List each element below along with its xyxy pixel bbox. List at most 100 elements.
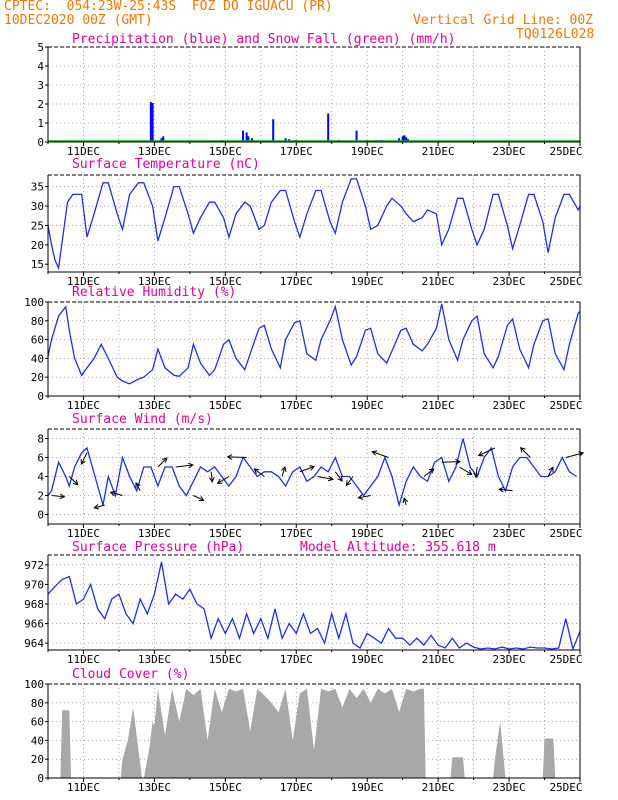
- x-tick-label: 11DEC: [67, 145, 100, 158]
- x-tick-label: 19DEC: [351, 275, 384, 288]
- y-tick-label: 2: [37, 98, 44, 111]
- x-tick-label: 25DEC: [549, 527, 582, 540]
- x-tick-label: 21DEC: [422, 145, 455, 158]
- x-tick-label: 13DEC: [138, 399, 171, 412]
- precip-bar: [242, 130, 245, 142]
- precip-bar: [398, 138, 401, 142]
- y-tick-label: 100: [24, 678, 44, 691]
- x-tick-label: 21DEC: [422, 653, 455, 666]
- y-tick-label: 30: [31, 200, 44, 213]
- y-tick-label: 20: [31, 371, 44, 384]
- x-tick-label: 11DEC: [67, 653, 100, 666]
- wind-arrow: [254, 468, 265, 477]
- wind-arrow: [346, 476, 354, 486]
- precip-bar: [403, 135, 406, 142]
- precip-bar: [355, 130, 358, 142]
- wind-arrow: [135, 482, 141, 491]
- x-tick-label: 23DEC: [493, 399, 526, 412]
- x-tick-label: 25DEC: [549, 653, 582, 666]
- station-header: CPTEC: 054:23W-25:43S FOZ DO IGUACU (PR): [4, 0, 333, 14]
- x-tick-label: 11DEC: [67, 781, 100, 794]
- wind-arrow: [459, 466, 473, 475]
- model-code: TQ0126L028: [516, 27, 595, 42]
- x-tick-label: 11DEC: [67, 399, 100, 412]
- wind-arrow-head: [72, 479, 79, 486]
- wind-arrow-head: [198, 495, 205, 502]
- x-tick-label: 11DEC: [67, 527, 100, 540]
- wind-arrow: [547, 467, 554, 477]
- wind-arrow-head: [188, 462, 194, 469]
- wind-arrow: [157, 457, 168, 468]
- wind-arrow: [227, 456, 247, 458]
- wind-arrow-head: [309, 465, 316, 471]
- y-tick-label: 0: [37, 509, 44, 522]
- x-tick-label: 17DEC: [280, 527, 313, 540]
- y-tick-label: 25: [31, 219, 44, 232]
- y-tick-label: 970: [24, 578, 44, 591]
- precip-bar: [151, 103, 154, 142]
- y-tick-label: 966: [24, 618, 44, 631]
- wind-arrow-head: [59, 493, 66, 500]
- x-tick-label: 13DEC: [138, 275, 171, 288]
- x-tick-label: 23DEC: [493, 781, 526, 794]
- wind-arrow-head: [93, 504, 100, 510]
- x-tick-label: 11DEC: [67, 275, 100, 288]
- y-tick-label: 6: [37, 452, 44, 465]
- x-tick-label: 17DEC: [280, 781, 313, 794]
- x-tick-label: 19DEC: [351, 653, 384, 666]
- precip-bar: [284, 138, 287, 142]
- x-tick-label: 25DEC: [549, 145, 582, 158]
- frame: [47, 175, 581, 273]
- series-line: [47, 178, 581, 271]
- y-tick-label: 5: [37, 41, 44, 54]
- x-tick-label: 15DEC: [209, 145, 242, 158]
- y-tick-label: 2: [37, 490, 44, 503]
- precip-bar: [245, 132, 248, 142]
- x-tick-label: 15DEC: [209, 399, 242, 412]
- x-tick-label: 15DEC: [209, 781, 242, 794]
- wind-arrow-head: [135, 481, 141, 488]
- precip-bar: [149, 102, 152, 142]
- precip-bar: [247, 136, 250, 142]
- precip-bar: [405, 137, 408, 142]
- y-tick-label: 968: [24, 598, 44, 611]
- wind-arrow-head: [428, 468, 435, 474]
- y-tick-label: 3: [37, 79, 44, 92]
- y-tick-label: 0: [37, 136, 44, 149]
- wind-arrow-head: [337, 475, 343, 482]
- wind-arrow-head: [519, 446, 526, 453]
- wind-arrow-head: [327, 475, 334, 482]
- x-tick-label: 25DEC: [549, 399, 582, 412]
- y-tick-label: 0: [37, 390, 44, 403]
- wind-arrow-head: [109, 490, 116, 497]
- wind-arrow: [441, 461, 460, 463]
- wind-arrow-head: [473, 472, 480, 479]
- y-tick-label: 4: [37, 471, 44, 484]
- frame: [47, 684, 581, 779]
- precip-bar: [327, 113, 330, 142]
- wind-arrow: [175, 464, 193, 468]
- x-tick-label: 17DEC: [280, 399, 313, 412]
- y-tick-label: 20: [31, 239, 44, 252]
- wind-arrow-head: [477, 451, 484, 457]
- y-tick-label: 80: [31, 315, 44, 328]
- y-tick-label: 0: [37, 772, 44, 785]
- y-tick-label: 60: [31, 716, 44, 729]
- x-tick-label: 23DEC: [493, 653, 526, 666]
- series-line: [47, 561, 581, 652]
- wind-arrow-head: [498, 486, 504, 493]
- series-line: [47, 303, 581, 385]
- frame: [47, 47, 581, 143]
- frame: [47, 302, 581, 397]
- wind-arrow-head: [357, 494, 364, 500]
- y-tick-label: 8: [37, 433, 44, 446]
- x-tick-label: 15DEC: [209, 275, 242, 288]
- wind-arrow-head: [80, 459, 86, 466]
- y-tick-label: 100: [24, 296, 44, 309]
- grid-note: Vertical Grid Line: 00Z: [413, 13, 594, 28]
- wind-arrow-head: [208, 476, 215, 483]
- precip-bar: [162, 136, 165, 142]
- wind-arrow: [499, 488, 513, 492]
- wind-arrow: [317, 476, 333, 480]
- chart-title: Surface Pressure (hPa): [72, 540, 244, 555]
